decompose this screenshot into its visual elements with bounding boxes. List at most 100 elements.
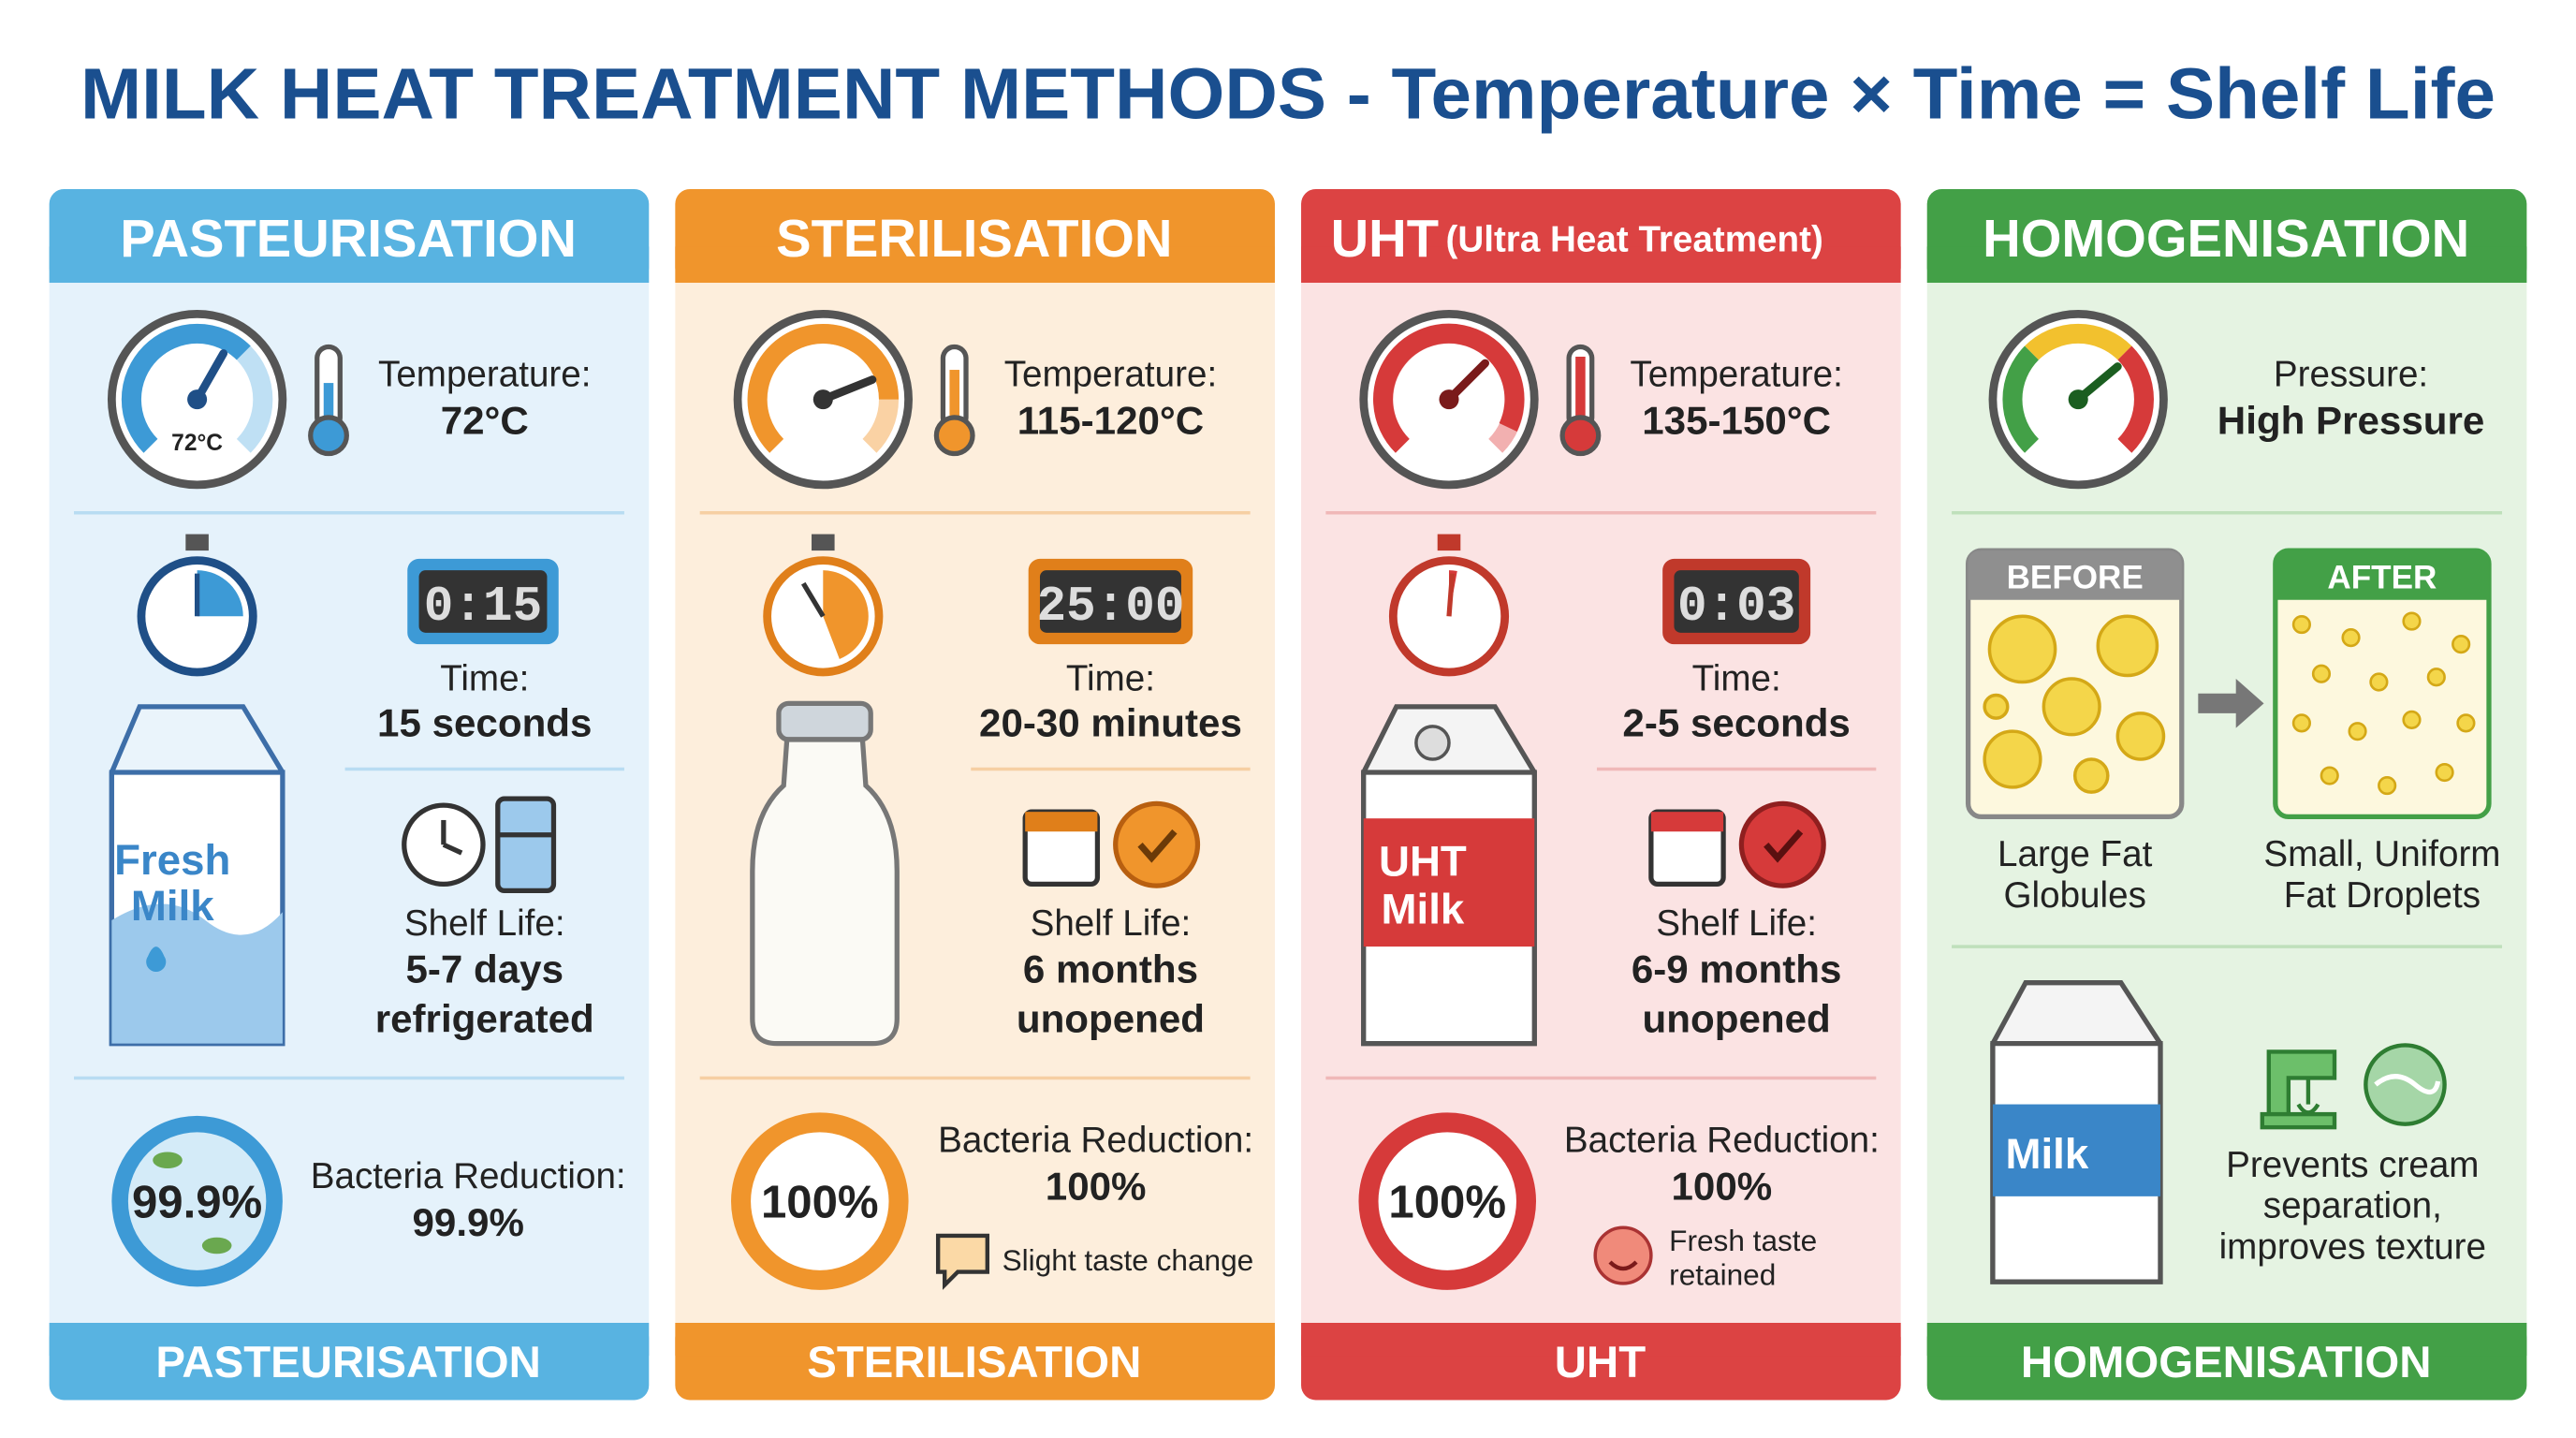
- before-caption: Large Fat: [1998, 834, 2153, 874]
- column-footer: STERILISATION: [807, 1338, 1141, 1387]
- bacteria-label: Bacteria Reduction:: [938, 1120, 1253, 1160]
- carton-text: Milk: [1382, 886, 1465, 933]
- after-box: [2273, 548, 2492, 820]
- header-band: [1926, 246, 2527, 284]
- milk-carton: [1990, 980, 2163, 1284]
- temperature-label: Temperature:: [378, 355, 591, 395]
- time-value: 2-5 seconds: [1622, 700, 1850, 744]
- after-label: AFTER: [2327, 559, 2437, 595]
- bacteria-label: Bacteria Reduction:: [1564, 1120, 1880, 1160]
- milk-carton: [1361, 704, 1537, 1047]
- bacteria-value: 99.9%: [413, 1200, 524, 1244]
- circle-shape: [2320, 766, 2339, 785]
- circle-shape: [2072, 757, 2110, 794]
- badge-text: 99.9%: [132, 1178, 262, 1228]
- pressure-gauge: [1988, 309, 2168, 490]
- header-band: [1301, 246, 1901, 284]
- clock-icon: [402, 802, 486, 888]
- shelf-value: unopened: [1017, 996, 1205, 1040]
- thermometer: [1559, 344, 1602, 457]
- circle-shape: [308, 415, 349, 457]
- milk-carton: [109, 704, 285, 1047]
- note: separation,: [2263, 1186, 2442, 1226]
- timer: 25:00: [1036, 579, 1184, 635]
- column-homogenisation: HOMOGENISATION Pressure: High Pressure B…: [1926, 188, 2527, 1401]
- path-shape: [1608, 1260, 1638, 1271]
- column-title: STERILISATION: [776, 209, 1172, 268]
- circle-shape: [2291, 713, 2311, 733]
- bacteria-badge: [111, 1115, 283, 1287]
- circle-shape: [1983, 729, 2042, 789]
- rect-shape: [1025, 812, 1098, 832]
- ellipse-shape: [201, 1237, 232, 1255]
- rect-shape: [323, 383, 334, 430]
- circle-shape: [1439, 389, 1459, 410]
- path-shape: [1373, 323, 1525, 453]
- timer: 0:15: [424, 579, 542, 635]
- footer-band: [1926, 1323, 2527, 1357]
- rect-shape: [2260, 1111, 2337, 1130]
- bacteria-value: 100%: [1046, 1164, 1147, 1208]
- rect-shape: [812, 534, 835, 551]
- rect-shape: [776, 700, 873, 742]
- path-shape: [2275, 550, 2489, 600]
- check-badge: [1738, 800, 1826, 888]
- circle-shape: [1983, 693, 2010, 720]
- path-shape: [2025, 323, 2132, 360]
- circle-shape: [2042, 677, 2101, 737]
- bacteria-label: Bacteria Reduction:: [311, 1156, 626, 1196]
- calendar-icon: [1022, 809, 1101, 888]
- line-shape: [800, 581, 826, 618]
- pressure-value: High Pressure: [2217, 398, 2485, 442]
- column-footer: PASTEURISATION: [155, 1338, 540, 1387]
- circle-shape: [2115, 712, 2166, 761]
- note: Slight taste change: [1003, 1243, 1254, 1277]
- time-value: 20-30 minutes: [979, 700, 1242, 744]
- header-band: [675, 246, 1275, 284]
- circle-shape: [1414, 725, 1451, 761]
- milk-bottle: [750, 700, 900, 1047]
- stopwatch: [137, 534, 257, 677]
- shelf-value: 6 months: [1023, 947, 1198, 991]
- footer-band: [1301, 1323, 1901, 1357]
- column-footer: HOMOGENISATION: [2021, 1338, 2432, 1387]
- time-label: Time:: [440, 658, 529, 698]
- path-shape: [121, 323, 251, 453]
- timer: 0:03: [1677, 579, 1795, 635]
- note: Prevents cream: [2226, 1145, 2479, 1185]
- circle-shape: [2426, 668, 2446, 687]
- path-shape: [2002, 345, 2040, 453]
- timer-screen: [418, 570, 548, 633]
- gauge-label: 72°C: [171, 431, 223, 456]
- path-shape: [1764, 829, 1804, 863]
- rect-shape: [185, 534, 209, 551]
- badge-text: 100%: [761, 1178, 879, 1228]
- circle-shape: [2456, 713, 2476, 733]
- stopwatch: [1388, 534, 1510, 677]
- temperature-value: 115-120°C: [1017, 398, 1204, 442]
- circle-shape: [2402, 611, 2422, 631]
- temperature-value: 135-150°C: [1642, 398, 1831, 442]
- before-caption: Globules: [2003, 875, 2145, 916]
- gauge: [733, 309, 913, 490]
- rect-shape: [949, 370, 959, 430]
- temperature-value: 72°C: [441, 398, 529, 442]
- line-shape: [442, 842, 463, 856]
- shelf-label: Shelf Life:: [1031, 903, 1192, 944]
- before-label: BEFORE: [2007, 559, 2144, 595]
- circle-shape: [2068, 389, 2088, 410]
- fridge-icon: [495, 796, 557, 894]
- panel: [49, 188, 650, 1401]
- panel: [675, 188, 1275, 1401]
- column-title: PASTEURISATION: [120, 209, 577, 268]
- carton-text: Fresh: [114, 836, 230, 884]
- calendar-icon: [1648, 809, 1726, 888]
- shelf-label: Shelf Life:: [1656, 903, 1817, 944]
- rect-shape: [495, 796, 557, 894]
- circle-shape: [1559, 415, 1602, 457]
- g-shape: [2291, 611, 2476, 796]
- path-shape: [197, 570, 243, 617]
- circle-shape: [933, 415, 975, 457]
- speech-icon: [935, 1233, 990, 1290]
